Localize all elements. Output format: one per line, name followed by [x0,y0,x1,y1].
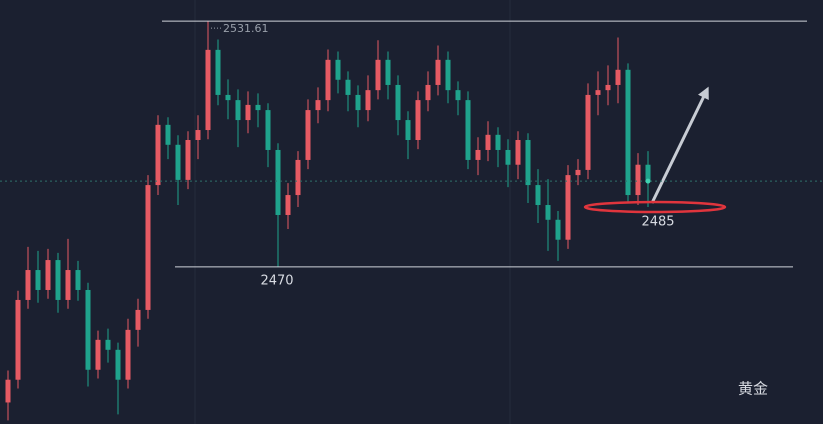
candle-body [145,185,151,310]
candle-body [285,195,291,215]
candle-body [305,110,311,160]
candle-body [275,149,281,215]
candle-body [135,309,141,330]
candle-body [635,164,641,196]
candle-body [405,120,411,141]
candle-body [385,59,391,85]
candle-body [335,59,341,80]
candle-body [425,84,431,101]
candle-body [45,260,51,290]
candle-body [645,164,651,182]
trend-arrow [650,86,709,204]
candle-body [505,149,511,165]
candle-body [35,270,41,290]
watermark: 黄金 [738,380,768,398]
candle-body [345,79,351,95]
candle-body [185,140,191,180]
candle-body [605,84,611,91]
candle-body [25,270,31,300]
candle-body [485,134,491,150]
candle-body [235,100,241,121]
level-label: 2470 [260,273,293,288]
candle-body [265,110,271,150]
candle-body [535,185,541,206]
candle-body [195,130,201,141]
candle-body [625,69,631,196]
candle-body [615,69,621,85]
candle-body [545,205,551,220]
candle-body [295,159,301,196]
candle-body [595,90,601,95]
candle-body [255,104,261,111]
candle-body [65,270,71,300]
candle-body [555,219,561,240]
candle-body [85,289,91,370]
candle-body [125,329,131,380]
candle-body [105,339,111,350]
candle-body [445,59,451,91]
level-label: 2531.61 [223,22,269,35]
candle-body [165,124,171,145]
support-ellipse [583,200,727,214]
candle-body [15,299,21,380]
candle-body [415,100,421,141]
candle-body [75,270,81,290]
candle-body [465,100,471,160]
candle-body [245,104,251,121]
candle-body [205,49,211,131]
candle-body [575,169,581,176]
candle-body [115,349,121,380]
candle-body [515,140,521,165]
candle-body [5,379,11,403]
candle-body [155,124,161,186]
candle-body [475,149,481,160]
candle-body [355,94,361,111]
candle-body [565,175,571,240]
candle-body [225,94,231,101]
candle-body [215,49,221,95]
candle-body [365,90,371,111]
support-label: 2485 [641,215,674,230]
candle-body [375,59,381,91]
candle-body [325,59,331,101]
candle-body [495,134,501,150]
candle-body [585,94,591,170]
candle-body [55,260,61,300]
candle-body [525,140,531,186]
candle-body [435,59,441,85]
candle-body [175,144,181,180]
last-price-dot [645,178,651,184]
candle-body [395,84,401,121]
candle-body [455,90,461,101]
candle-body [95,339,101,370]
candle-body [315,100,321,111]
